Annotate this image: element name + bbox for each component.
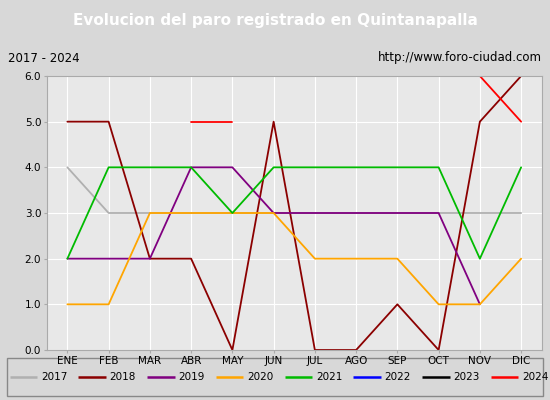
Text: 2020: 2020 bbox=[248, 372, 273, 382]
Text: Evolucion del paro registrado en Quintanapalla: Evolucion del paro registrado en Quintan… bbox=[73, 14, 477, 28]
Text: 2017: 2017 bbox=[41, 372, 67, 382]
Text: 2023: 2023 bbox=[453, 372, 480, 382]
Text: 2021: 2021 bbox=[316, 372, 342, 382]
Text: http://www.foro-ciudad.com: http://www.foro-ciudad.com bbox=[378, 52, 542, 64]
Text: 2022: 2022 bbox=[385, 372, 411, 382]
Text: 2018: 2018 bbox=[110, 372, 136, 382]
Text: 2017 - 2024: 2017 - 2024 bbox=[8, 52, 80, 64]
Text: 2019: 2019 bbox=[178, 372, 205, 382]
Text: 2024: 2024 bbox=[522, 372, 548, 382]
